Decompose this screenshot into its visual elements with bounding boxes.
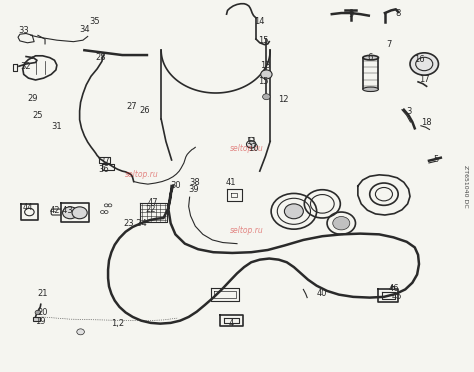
Text: 30: 30: [170, 181, 181, 190]
Text: 21: 21: [37, 289, 48, 298]
Ellipse shape: [363, 87, 378, 92]
Text: 15: 15: [258, 77, 268, 86]
Text: 36: 36: [98, 165, 109, 174]
Circle shape: [35, 310, 41, 315]
Text: 10: 10: [248, 144, 259, 153]
Circle shape: [333, 217, 350, 230]
Circle shape: [77, 329, 84, 335]
Text: seltop.ru: seltop.ru: [229, 144, 264, 153]
Text: 45: 45: [392, 292, 402, 301]
Text: seltop.ru: seltop.ru: [125, 170, 159, 179]
Text: 14: 14: [255, 17, 265, 26]
Text: 28: 28: [95, 53, 106, 62]
Text: 47: 47: [147, 198, 158, 207]
Text: 20: 20: [37, 308, 48, 317]
Text: 41: 41: [226, 178, 237, 187]
Text: 46: 46: [389, 284, 400, 293]
Text: 12: 12: [278, 95, 289, 104]
Text: 27: 27: [127, 102, 137, 110]
Text: 3: 3: [406, 107, 411, 116]
Ellipse shape: [363, 55, 378, 60]
Text: 16: 16: [414, 55, 425, 64]
Circle shape: [284, 204, 303, 219]
Text: 38: 38: [189, 178, 200, 187]
Text: 7: 7: [386, 40, 392, 49]
Text: 37: 37: [99, 157, 109, 166]
Text: 25: 25: [33, 111, 43, 120]
Text: 34: 34: [79, 25, 90, 34]
Text: 29: 29: [27, 94, 37, 103]
Text: 31: 31: [52, 122, 62, 131]
Text: 32: 32: [20, 62, 30, 71]
Text: 39: 39: [188, 185, 199, 194]
Bar: [391, 286, 394, 289]
Circle shape: [410, 53, 438, 75]
Circle shape: [246, 141, 256, 148]
Text: 15: 15: [258, 36, 268, 45]
Text: 11: 11: [246, 137, 256, 146]
Text: 19: 19: [35, 317, 46, 326]
Text: seltop.ru: seltop.ru: [229, 226, 264, 235]
Text: ZT651040 DC: ZT651040 DC: [463, 165, 468, 207]
Text: 1,2: 1,2: [111, 319, 124, 328]
Text: 33: 33: [18, 26, 29, 35]
Circle shape: [261, 70, 272, 79]
Text: 9: 9: [348, 10, 354, 19]
Text: 26: 26: [139, 106, 150, 115]
Bar: [33, 317, 40, 321]
Text: 8: 8: [395, 9, 401, 17]
Circle shape: [72, 207, 87, 219]
Text: 4: 4: [228, 319, 234, 328]
Text: 42,43: 42,43: [50, 206, 73, 215]
Text: 5: 5: [433, 155, 439, 164]
Text: 17: 17: [419, 76, 429, 84]
Text: 44: 44: [22, 203, 33, 212]
Circle shape: [263, 94, 270, 100]
Text: 22: 22: [146, 205, 156, 214]
Text: 35: 35: [90, 17, 100, 26]
Text: 40: 40: [317, 289, 328, 298]
Circle shape: [63, 207, 78, 219]
Text: 6: 6: [367, 53, 373, 62]
Text: 23,24: 23,24: [123, 219, 147, 228]
Text: 13: 13: [260, 61, 271, 70]
Text: 18: 18: [421, 118, 432, 127]
